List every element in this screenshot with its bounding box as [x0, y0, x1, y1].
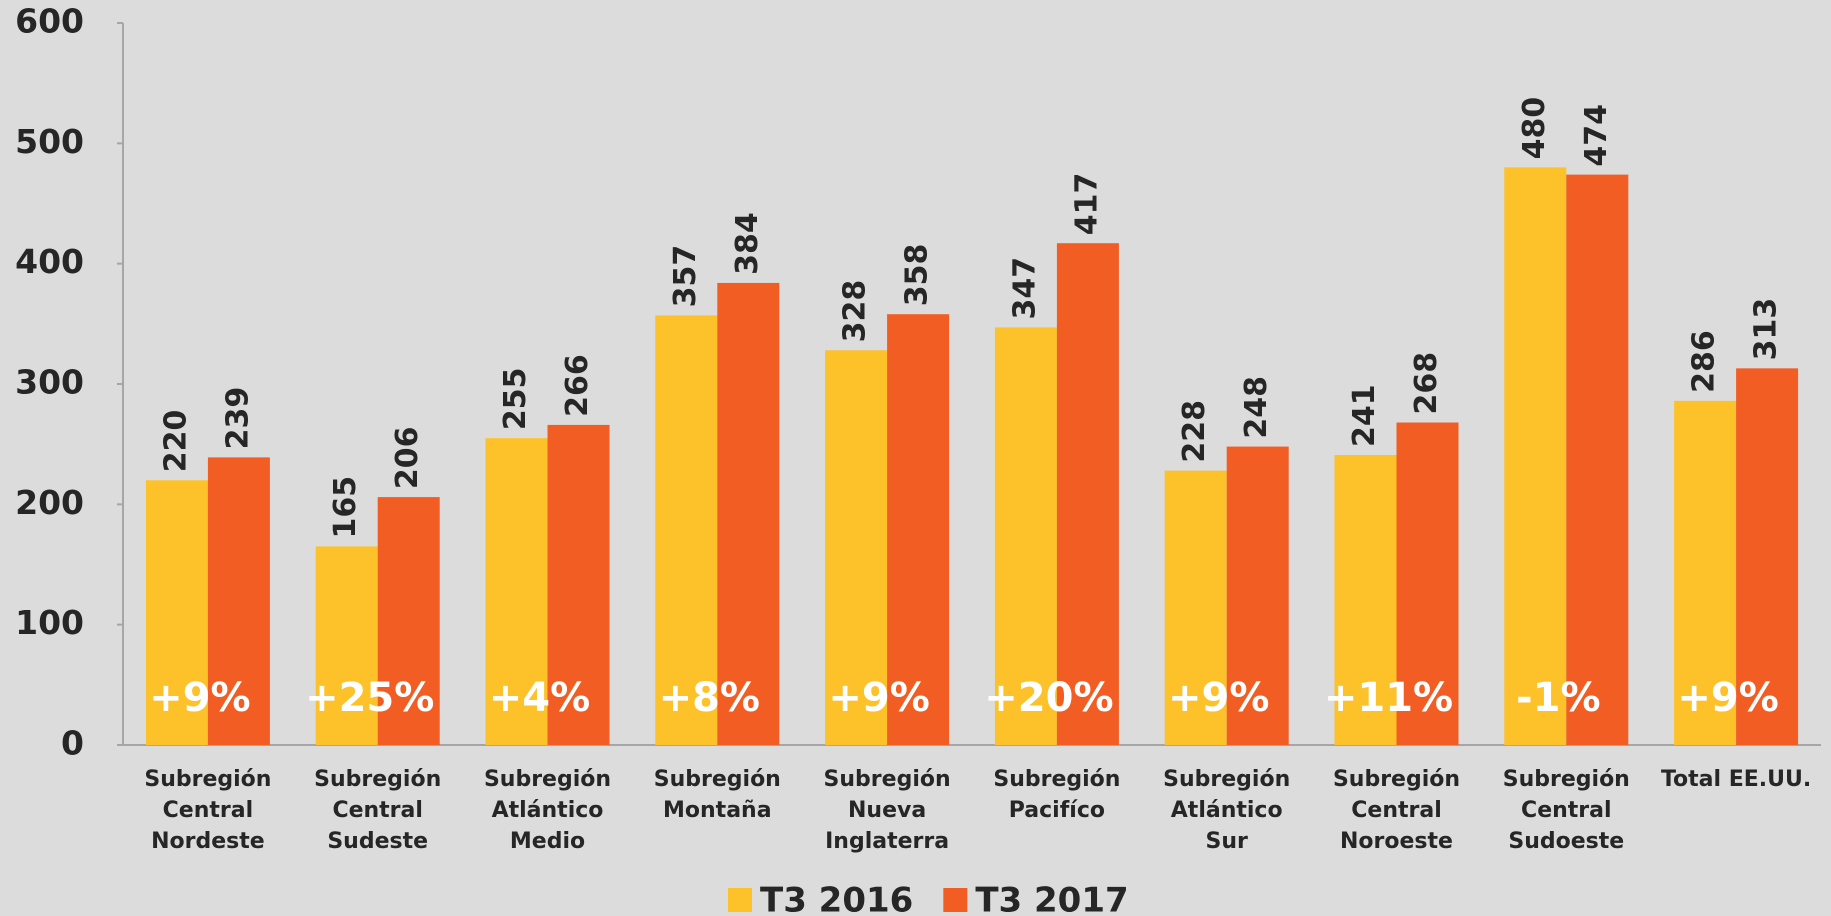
data-label: 206 — [390, 426, 425, 489]
legend-label: T3 2016 — [760, 881, 913, 916]
data-label: 255 — [498, 368, 533, 431]
bar — [315, 546, 378, 745]
x-tick-label: Subregión Atlántico Medio — [483, 767, 612, 854]
bar — [1396, 422, 1459, 745]
data-label: 268 — [1409, 352, 1444, 415]
y-tick-label: 0 — [61, 724, 84, 763]
bar — [1226, 446, 1289, 745]
change-annotation: +25% — [305, 675, 434, 721]
bar — [485, 438, 548, 745]
y-tick-label: 200 — [15, 483, 84, 522]
data-label: 384 — [730, 212, 765, 275]
bar — [1056, 243, 1119, 745]
bar — [887, 314, 950, 745]
legend-swatch — [943, 888, 968, 912]
bar — [717, 282, 780, 745]
x-tick-label: Subregión Montaña — [653, 767, 781, 823]
data-label: 417 — [1069, 173, 1104, 236]
bar — [1334, 454, 1397, 745]
bar — [1566, 174, 1629, 745]
bar — [1504, 167, 1567, 745]
y-tick-label: 600 — [15, 2, 84, 41]
data-label: 241 — [1347, 384, 1382, 447]
data-label: 286 — [1687, 330, 1722, 393]
y-tick-label: 300 — [15, 363, 84, 402]
change-annotation: +4% — [489, 675, 590, 721]
bar — [207, 457, 270, 745]
data-label: 328 — [838, 280, 873, 343]
bar — [377, 497, 440, 745]
change-annotation: +8% — [659, 675, 760, 721]
bar — [655, 315, 718, 745]
x-tick-label: Subregión Atlántico Sur — [1163, 767, 1291, 854]
y-tick-label: 100 — [15, 603, 84, 642]
change-annotation: +9% — [1677, 675, 1778, 721]
data-label: 358 — [900, 244, 935, 307]
y-tick-label: 500 — [15, 122, 84, 161]
x-tick-label: Total EE.UU. — [1660, 767, 1812, 792]
data-label: 313 — [1749, 298, 1784, 361]
x-tick-label: Subregión Pacifíco — [993, 767, 1121, 823]
change-annotation: +20% — [984, 675, 1113, 721]
data-label: 357 — [668, 245, 703, 308]
data-label: 266 — [560, 354, 595, 417]
bar — [1164, 470, 1227, 745]
legend-label: T3 2017 — [975, 881, 1128, 916]
y-tick-label: 400 — [15, 242, 84, 281]
change-annotation: -1% — [1516, 675, 1601, 721]
bar — [1674, 400, 1737, 745]
x-tick-label: Subregión Central Nordeste — [144, 767, 272, 854]
bar — [547, 424, 610, 745]
change-annotation: +9% — [1168, 675, 1269, 721]
change-annotation: +9% — [149, 675, 250, 721]
legend-swatch — [728, 888, 752, 912]
data-label: 248 — [1239, 376, 1274, 439]
data-label: 228 — [1177, 400, 1212, 463]
bar — [145, 480, 208, 745]
x-tick-label: Subregión Central Noroeste — [1332, 767, 1461, 854]
data-label: 220 — [158, 410, 193, 473]
data-label: 474 — [1579, 104, 1614, 167]
data-label: 480 — [1517, 97, 1552, 160]
x-tick-label: Subregión Nueva Inglaterra — [823, 767, 951, 854]
bar — [1736, 368, 1799, 745]
data-label: 165 — [328, 476, 363, 539]
x-tick-label: Subregión Central Sudeste — [314, 767, 442, 854]
data-label: 239 — [220, 387, 255, 450]
change-annotation: +9% — [828, 675, 929, 721]
x-tick-label: Subregión Central Sudoeste — [1502, 767, 1630, 854]
data-label: 347 — [1007, 257, 1042, 320]
bar — [825, 350, 888, 745]
change-annotation: +11% — [1324, 675, 1453, 721]
bar — [994, 327, 1057, 745]
